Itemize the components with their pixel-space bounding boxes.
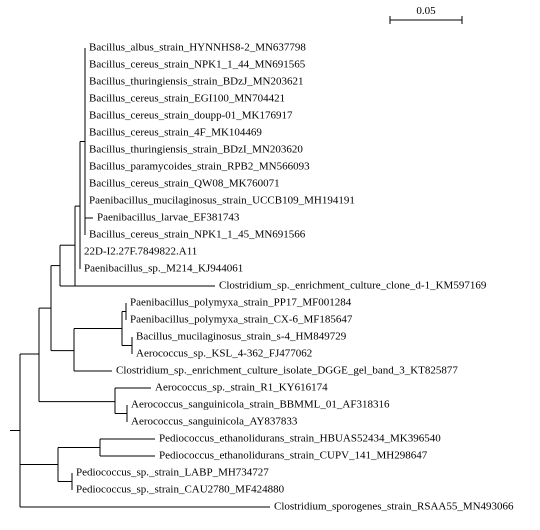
phylogenetic-tree: 0.05 Bacillus_albus_strain_HYNNHS8-2_MN63…	[0, 0, 540, 530]
taxon-label: Paenibacillus_sp._M214_KJ944061	[84, 263, 243, 275]
taxon-label: Pediococcus_ethanolidurans_strain_CUPV_1…	[159, 450, 428, 462]
taxon-label: Paenibacillus_polymyxa_strain_CX-6_MF185…	[130, 314, 353, 326]
taxon-label: Paenibacillus_mucilaginosus_strain_UCCB1…	[89, 195, 355, 207]
taxon-label: Bacillus_cereus_strain_4F_MK104469	[89, 127, 262, 139]
taxon-label: Bacillus_thuringiensis_strain_BDzJ_MN203…	[89, 76, 304, 88]
taxon-label: Bacillus_albus_strain_HYNNHS8-2_MN637798	[89, 42, 306, 54]
taxon-label: Bacillus_paramycoides_strain_RPB2_MN5660…	[89, 161, 310, 173]
taxon-label: Pediococcus_ethanolidurans_strain_HBUAS5…	[159, 433, 441, 445]
taxon-label: Paenibacillus_polymyxa_strain_PP17_MF001…	[130, 297, 352, 309]
taxon-label: Aerococcus_sanguinicola_AY837833	[131, 416, 298, 428]
taxon-label: Bacillus_mucilaginosus_strain_s-4_HM8497…	[136, 331, 347, 343]
scale-bar-label: 0.05	[416, 5, 436, 17]
taxon-label: Clostridium_sporogenes_strain_RSAA55_MN4…	[274, 501, 514, 513]
taxon-label: Bacillus_cereus_strain_doupp-01_MK176917	[89, 110, 293, 122]
taxon-label: Aerococcus_sp._KSL_4-362_FJ477062	[136, 348, 312, 360]
taxon-label: Bacillus_thuringiensis_strain_BDzI_MN203…	[89, 144, 303, 156]
taxon-label: Bacillus_cereus_strain_QW08_MK760071	[89, 178, 280, 190]
taxon-label: Paenibacillus_larvae_EF381743	[97, 212, 240, 224]
taxon-label: Aerococcus_sp._strain_R1_KY616174	[155, 382, 328, 394]
taxon-label: Pediococcus_sp._strain_LABP_MH734727	[76, 467, 269, 479]
taxon-label: Clostridium_sp._enrichment_culture_isola…	[116, 365, 458, 377]
taxon-label: Clostridium_sp._enrichment_culture_clone…	[219, 280, 487, 292]
taxon-label: Pediococcus_sp._strain_CAU2780_MF424880	[76, 484, 285, 496]
taxon-label: Bacillus_cereus_strain_NPK1_1_45_MN69156…	[89, 229, 306, 241]
taxon-label: Aerococcus_sanguinicola_strain_BBMML_01_…	[131, 399, 390, 411]
taxon-label: 22D-I2.27F.7849822.A11	[84, 246, 197, 258]
scale-bar: 0.05	[390, 5, 462, 24]
taxon-label: Bacillus_cereus_strain_NPK1_1_44_MN69156…	[89, 59, 306, 71]
taxon-label: Bacillus_cereus_strain_EGI100_MN704421	[89, 93, 285, 105]
